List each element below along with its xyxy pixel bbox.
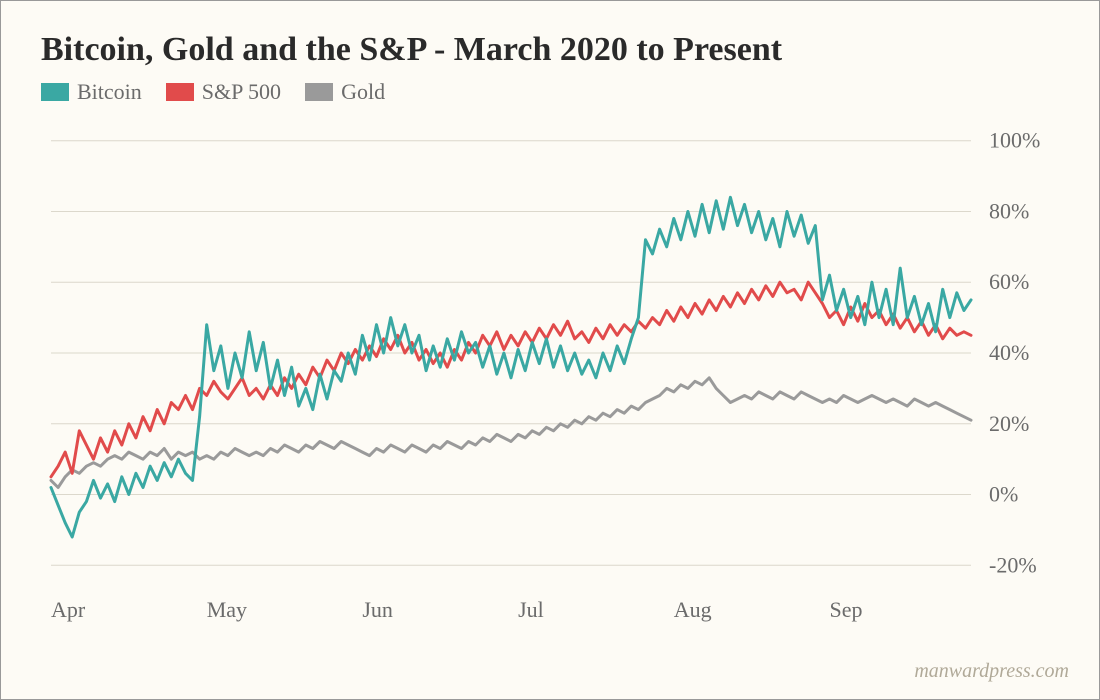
chart-title: Bitcoin, Gold and the S&P - March 2020 t… bbox=[41, 31, 1069, 69]
legend-item-sp500: S&P 500 bbox=[166, 79, 281, 105]
legend-swatch-sp500 bbox=[166, 83, 194, 101]
credit-label: manwardpress.com bbox=[914, 660, 1069, 683]
svg-text:Apr: Apr bbox=[51, 597, 86, 622]
svg-text:60%: 60% bbox=[989, 269, 1029, 294]
svg-text:80%: 80% bbox=[989, 198, 1029, 223]
plot-area: -20% 0% 20% 40% 60% 80% 100% Apr May Jun Jul Aug Sep bbox=[41, 113, 1069, 633]
svg-text:Jul: Jul bbox=[518, 597, 544, 622]
legend-label-gold: Gold bbox=[341, 79, 385, 105]
legend-swatch-gold bbox=[305, 83, 333, 101]
svg-text:100%: 100% bbox=[989, 128, 1040, 153]
svg-text:0%: 0% bbox=[989, 482, 1018, 507]
svg-text:-20%: -20% bbox=[989, 552, 1037, 577]
line-chart-svg: -20% 0% 20% 40% 60% 80% 100% Apr May Jun Jul Aug Sep bbox=[41, 113, 1061, 633]
svg-text:40%: 40% bbox=[989, 340, 1029, 365]
legend-item-bitcoin: Bitcoin bbox=[41, 79, 142, 105]
legend-swatch-bitcoin bbox=[41, 83, 69, 101]
svg-text:May: May bbox=[207, 597, 247, 622]
legend-label-sp500: S&P 500 bbox=[202, 79, 281, 105]
svg-text:20%: 20% bbox=[989, 411, 1029, 436]
legend-label-bitcoin: Bitcoin bbox=[77, 79, 142, 105]
legend-item-gold: Gold bbox=[305, 79, 385, 105]
svg-text:Sep: Sep bbox=[829, 597, 862, 622]
chart-frame: Bitcoin, Gold and the S&P - March 2020 t… bbox=[0, 0, 1100, 700]
legend: Bitcoin S&P 500 Gold bbox=[41, 79, 1069, 105]
svg-text:Jun: Jun bbox=[362, 597, 393, 622]
svg-text:Aug: Aug bbox=[674, 597, 712, 622]
